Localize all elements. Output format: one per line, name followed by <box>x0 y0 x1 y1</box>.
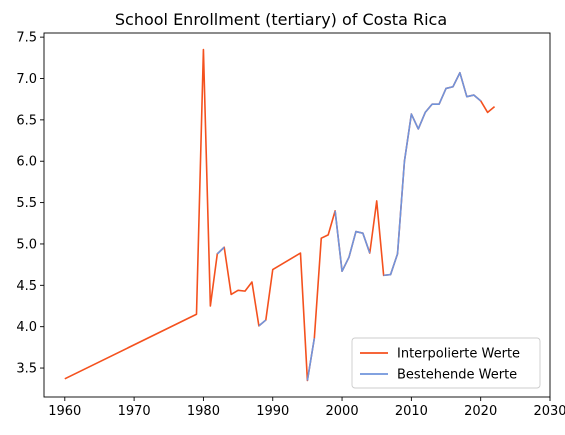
y-tick-label: 5.0 <box>16 237 37 252</box>
x-tick-label: 2020 <box>464 404 497 419</box>
series-line-2-segment-2 <box>259 320 266 326</box>
series-line-1 <box>65 50 495 381</box>
y-tick-label: 7.5 <box>16 31 37 46</box>
y-tick-label: 6.0 <box>16 155 37 170</box>
x-tick-label: 2030 <box>533 404 565 419</box>
x-tick-label: 2000 <box>326 404 359 419</box>
x-tick-label: 1960 <box>48 404 81 419</box>
y-tick-label: 7.0 <box>16 72 37 87</box>
x-tick-label: 1970 <box>118 404 151 419</box>
chart-title: School Enrollment (tertiary) of Costa Ri… <box>115 10 447 29</box>
legend-label-1: Interpolierte Werte <box>397 347 520 362</box>
series-line-2-segment-4 <box>335 211 370 271</box>
legend: Interpolierte Werte Bestehende Werte <box>352 338 540 388</box>
y-tick-label: 5.5 <box>16 196 37 211</box>
series-line-2-segment-5 <box>384 73 481 276</box>
legend-label-2: Bestehende Werte <box>397 368 517 383</box>
x-tick-label: 2010 <box>395 404 428 419</box>
y-tick-label: 3.5 <box>16 362 37 377</box>
series-line-2-segment-3 <box>307 338 314 380</box>
y-tick-label: 4.5 <box>16 279 37 294</box>
x-tick-label: 1990 <box>256 404 289 419</box>
series-line-2-segment-1 <box>217 247 224 254</box>
y-tick-label: 6.5 <box>16 113 37 128</box>
y-tick-label: 4.0 <box>16 320 37 335</box>
x-tick-label: 1980 <box>187 404 220 419</box>
